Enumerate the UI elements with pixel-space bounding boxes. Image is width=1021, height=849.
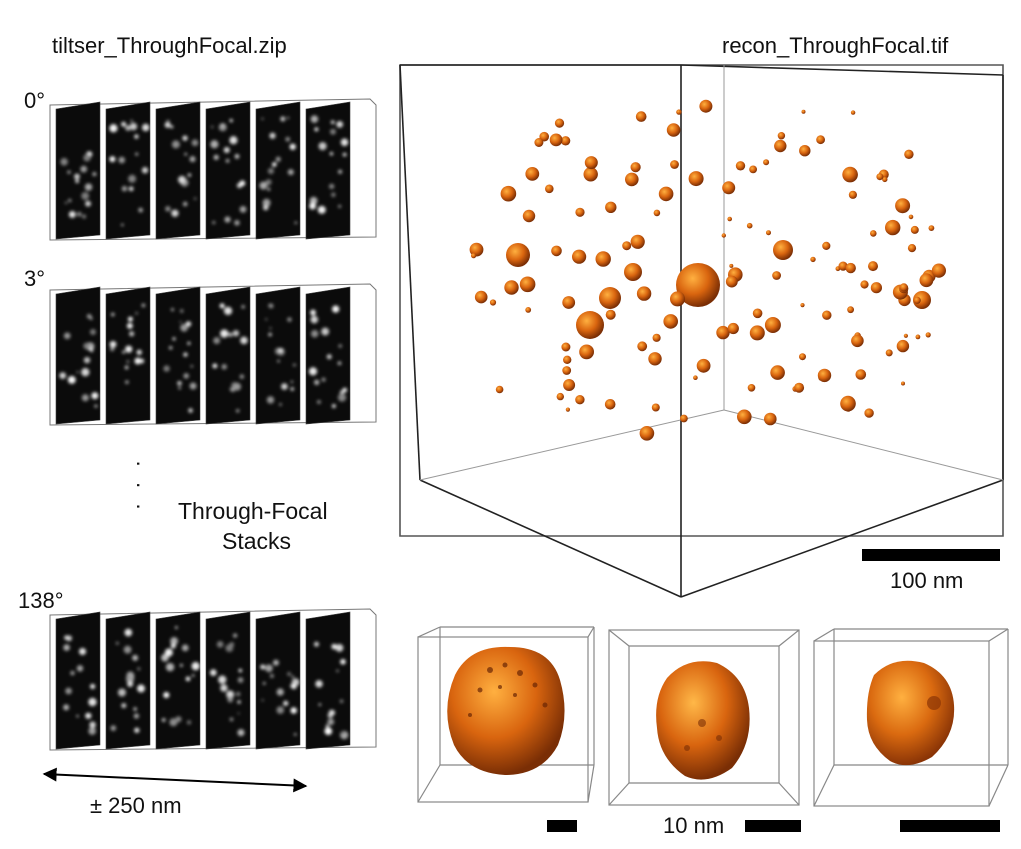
reconstruction-box [399,64,1004,598]
angle-label-138: 138° [18,588,64,613]
tiltseries-title: tiltser_ThroughFocal.zip [52,33,287,58]
detail-box-2 [608,629,800,806]
detail-box-1 [417,626,595,803]
scale-bar-100nm [862,549,1000,561]
ellipsis: · · · [127,460,152,515]
focal-stack-138 [48,605,378,755]
angle-label-0: 0° [24,88,46,113]
scale-bar-detail-3 [900,820,1000,832]
focal-range-label: ± 250 nm [90,793,182,818]
through-focal-caption-line2: Stacks [222,528,292,554]
scale-label-10nm: 10 nm [663,813,725,838]
focal-range-arrow [42,767,308,793]
detail-box-3 [813,628,1009,807]
through-focal-caption-line1: Through-Focal [178,498,328,524]
scale-label-100nm: 100 nm [890,568,964,593]
scale-bar-detail-1 [547,820,577,832]
particle-cloud [469,99,947,441]
angle-label-3: 3° [24,266,46,291]
reconstruction-title: recon_ThroughFocal.tif [722,33,949,58]
focal-stack-3 [48,280,378,430]
scale-bar-detail-2 [745,820,801,832]
focal-stack-0 [48,95,378,245]
